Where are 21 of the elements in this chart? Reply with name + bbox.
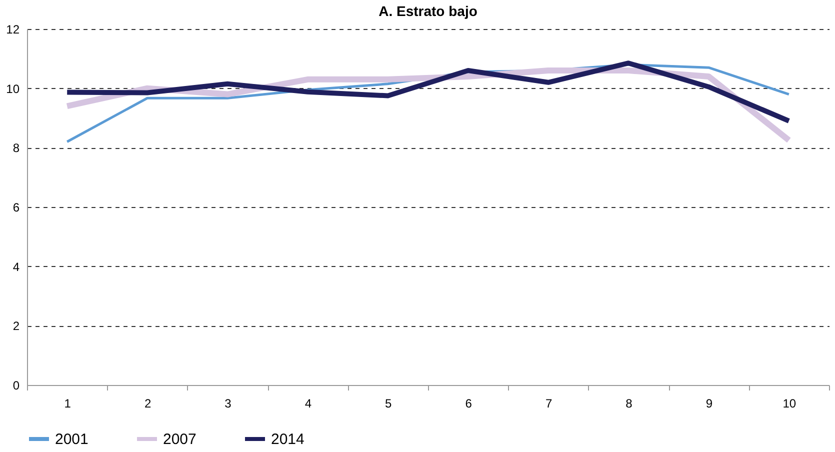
- y-tick-label: 4: [12, 260, 20, 274]
- x-tick-label: 1: [64, 396, 72, 410]
- y-tick-label: 10: [6, 82, 20, 96]
- x-tick-label: 10: [782, 396, 796, 410]
- legend-label: 2001: [55, 431, 88, 448]
- legend-label: 2014: [271, 431, 304, 448]
- legend-label: 2007: [163, 431, 196, 448]
- y-tick-label: 6: [12, 200, 20, 214]
- x-tick-label: 8: [626, 396, 633, 410]
- x-tick-label: 4: [304, 396, 312, 410]
- x-tick-label: 3: [224, 396, 232, 410]
- y-tick-label: 2: [12, 319, 20, 334]
- y-tick-label: 8: [12, 141, 20, 156]
- x-tick-label: 9: [706, 396, 713, 410]
- x-tick-label: 2: [144, 396, 152, 410]
- x-tick-label: 7: [545, 396, 552, 410]
- chart-title: A. Estrato bajo: [378, 3, 478, 19]
- x-tick-label: 6: [465, 396, 472, 410]
- x-tick-label: 5: [385, 396, 392, 410]
- y-tick-label: 12: [6, 22, 20, 36]
- y-tick-label: 0: [12, 378, 20, 392]
